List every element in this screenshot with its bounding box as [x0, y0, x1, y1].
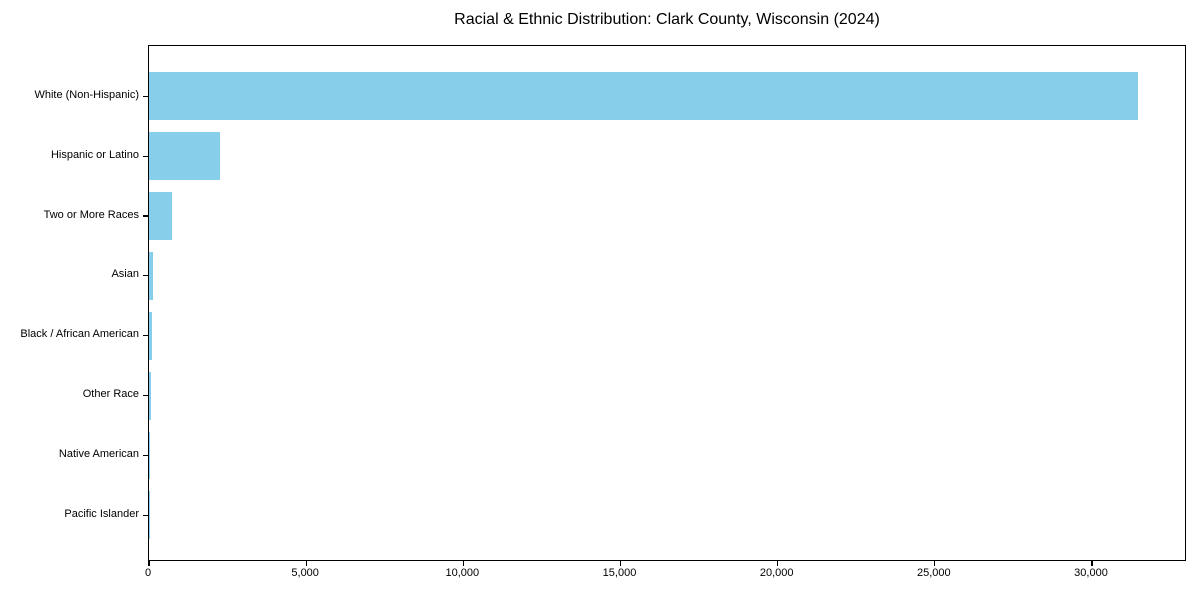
- bar: [149, 132, 221, 181]
- x-tick-label: 15,000: [602, 567, 637, 579]
- x-tick-mark: [1091, 561, 1093, 567]
- y-tick-label: Black / African American: [20, 328, 139, 341]
- y-tick-mark: [142, 95, 148, 97]
- y-tick-mark: [142, 454, 148, 457]
- y-tick-mark: [142, 275, 148, 277]
- y-tick-label: Asian: [111, 268, 139, 281]
- bar: [149, 192, 172, 240]
- x-tick-label: 10,000: [445, 567, 480, 579]
- bar: [149, 431, 150, 480]
- x-tick-mark: [462, 561, 464, 567]
- y-tick-label: Native American: [58, 447, 139, 460]
- plot-area: [142, 45, 1186, 567]
- y-tick-mark: [142, 215, 148, 217]
- bar: [149, 72, 1138, 121]
- x-tick-label: 20,000: [759, 567, 794, 579]
- y-tick-label: Pacific Islander: [64, 507, 139, 520]
- y-tick-label: Hispanic or Latino: [50, 148, 139, 161]
- x-tick-mark: [934, 561, 936, 567]
- bar: [149, 491, 150, 540]
- x-tick-mark: [619, 561, 622, 567]
- y-tick-label: White (Non-Hispanic): [34, 88, 139, 101]
- y-tick-mark: [142, 155, 148, 157]
- x-tick-mark: [305, 561, 307, 567]
- y-tick-label: Two or More Races: [43, 208, 139, 221]
- y-tick-mark: [142, 335, 148, 337]
- y-tick-mark: [142, 394, 148, 397]
- chart-title: Racial & Ethnic Distribution: Clark Coun…: [454, 11, 880, 28]
- x-tick-label: 5,000: [291, 567, 319, 579]
- bar: [149, 371, 152, 420]
- x-tick-label: 25,000: [917, 567, 951, 579]
- x-tick-label: 30,000: [1074, 567, 1108, 579]
- x-tick-mark: [148, 561, 150, 567]
- x-tick-mark: [777, 561, 779, 567]
- x-tick-label: 0: [144, 567, 152, 579]
- y-tick-label: Other Race: [82, 388, 139, 401]
- bar: [149, 251, 154, 300]
- y-tick-mark: [142, 514, 148, 516]
- bar: [149, 311, 153, 360]
